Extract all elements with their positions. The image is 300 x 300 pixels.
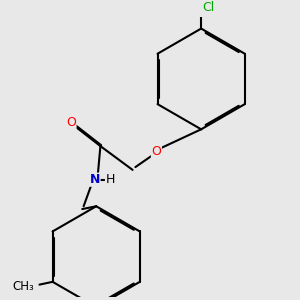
Text: H: H xyxy=(106,173,115,186)
Text: CH₃: CH₃ xyxy=(13,280,34,292)
Text: O: O xyxy=(66,116,76,129)
Text: N: N xyxy=(90,173,100,186)
Text: O: O xyxy=(152,145,161,158)
Text: Cl: Cl xyxy=(202,1,215,14)
